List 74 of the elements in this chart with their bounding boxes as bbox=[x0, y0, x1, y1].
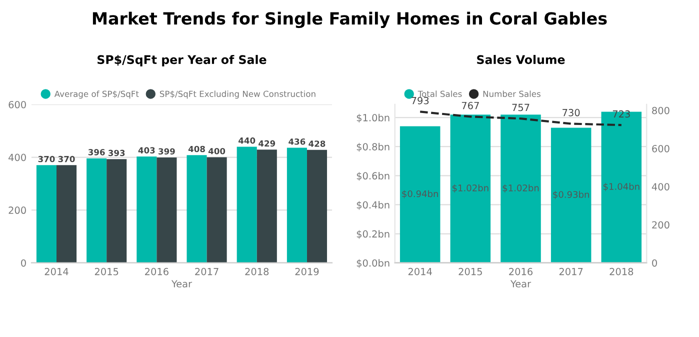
y-tick-label: $0.0bn bbox=[356, 259, 390, 268]
data-label: 440 bbox=[238, 137, 256, 144]
bar bbox=[136, 156, 157, 263]
bar bbox=[156, 158, 177, 263]
y-tick-label: 600 bbox=[8, 100, 26, 108]
data-label: 403 bbox=[138, 147, 155, 154]
chart-title: Market Trends for Single Family Homes in Coral Gables bbox=[92, 12, 607, 28]
data-label: 400 bbox=[208, 148, 226, 154]
legend-label: Average of SP$/SqFt bbox=[54, 90, 139, 99]
x-tick-label: 2015 bbox=[94, 268, 118, 276]
y-tick-label: 400 bbox=[8, 154, 26, 162]
x-tick-label: 2018 bbox=[245, 268, 269, 276]
x-tick-label: 2016 bbox=[509, 268, 533, 276]
y-tick-label: 0 bbox=[21, 259, 26, 267]
y-tick-label: 200 bbox=[8, 206, 26, 214]
legend-label: Total Sales bbox=[418, 90, 462, 98]
data-label: 370 bbox=[38, 156, 55, 162]
data-label: $1.02bn bbox=[502, 184, 539, 193]
bar bbox=[186, 155, 207, 263]
y-tick-label: $0.6bn bbox=[356, 172, 390, 181]
bar bbox=[550, 128, 592, 263]
data-label: 757 bbox=[512, 104, 530, 112]
y2-tick-label: 800 bbox=[652, 106, 670, 114]
data-label: $0.94bn bbox=[402, 190, 438, 198]
x-tick-label: 2017 bbox=[195, 268, 218, 276]
x-axis-title: Year bbox=[171, 280, 192, 288]
data-label: 767 bbox=[462, 102, 479, 110]
bar bbox=[206, 157, 227, 263]
legend-label: Number Sales bbox=[483, 90, 540, 98]
bar bbox=[450, 114, 491, 263]
data-label: 393 bbox=[108, 150, 125, 156]
y2-tick-label: 0 bbox=[652, 259, 657, 267]
data-label: 370 bbox=[58, 156, 75, 162]
y-tick-label: $0.2bn bbox=[356, 230, 390, 239]
data-label: 399 bbox=[158, 148, 175, 155]
x-tick-label: 2018 bbox=[610, 268, 634, 276]
y2-tick-label: 600 bbox=[652, 144, 670, 152]
bar bbox=[86, 158, 107, 263]
data-label: $1.02bn bbox=[452, 184, 488, 193]
y-tick-label: $0.4bn bbox=[356, 201, 390, 210]
y2-tick-label: 400 bbox=[652, 183, 670, 190]
y-tick-label: $0.8bn bbox=[356, 142, 390, 152]
data-label: $0.93bn bbox=[553, 190, 589, 200]
x-tick-label: 2019 bbox=[295, 268, 319, 276]
bar bbox=[306, 150, 328, 263]
bar bbox=[236, 146, 257, 263]
chart-subtitle: SP$/SqFt per Year of Sale bbox=[98, 54, 266, 66]
data-label: 396 bbox=[88, 149, 105, 156]
bar bbox=[286, 148, 307, 263]
bar bbox=[56, 165, 77, 263]
x-tick-label: 2014 bbox=[44, 268, 68, 276]
x-tick-label: 2017 bbox=[559, 268, 583, 276]
data-label: 723 bbox=[612, 110, 630, 118]
data-label: 408 bbox=[188, 146, 205, 152]
y2-tick-label: 200 bbox=[652, 221, 670, 229]
bar bbox=[256, 150, 277, 263]
data-label: $1.04bn bbox=[604, 182, 640, 192]
data-label: 730 bbox=[562, 108, 580, 116]
data-label: 429 bbox=[258, 140, 276, 147]
data-label: 428 bbox=[308, 140, 326, 147]
bar bbox=[601, 112, 642, 263]
bar bbox=[400, 126, 440, 263]
legend-label: SP$/SqFt Excluding New Construction bbox=[160, 90, 316, 99]
data-label: 793 bbox=[412, 96, 429, 104]
x-tick-label: 2016 bbox=[145, 268, 168, 276]
bar bbox=[500, 114, 541, 263]
x-tick-label: 2015 bbox=[458, 268, 482, 276]
bar bbox=[36, 165, 57, 263]
data-label: 436 bbox=[288, 138, 306, 145]
x-axis-title: Year bbox=[510, 280, 532, 288]
chart-title: Sales Volume bbox=[477, 54, 565, 64]
x-tick-label: 2014 bbox=[408, 268, 432, 276]
y-tick-label: $1.0bn bbox=[356, 114, 390, 123]
bar bbox=[106, 159, 127, 263]
